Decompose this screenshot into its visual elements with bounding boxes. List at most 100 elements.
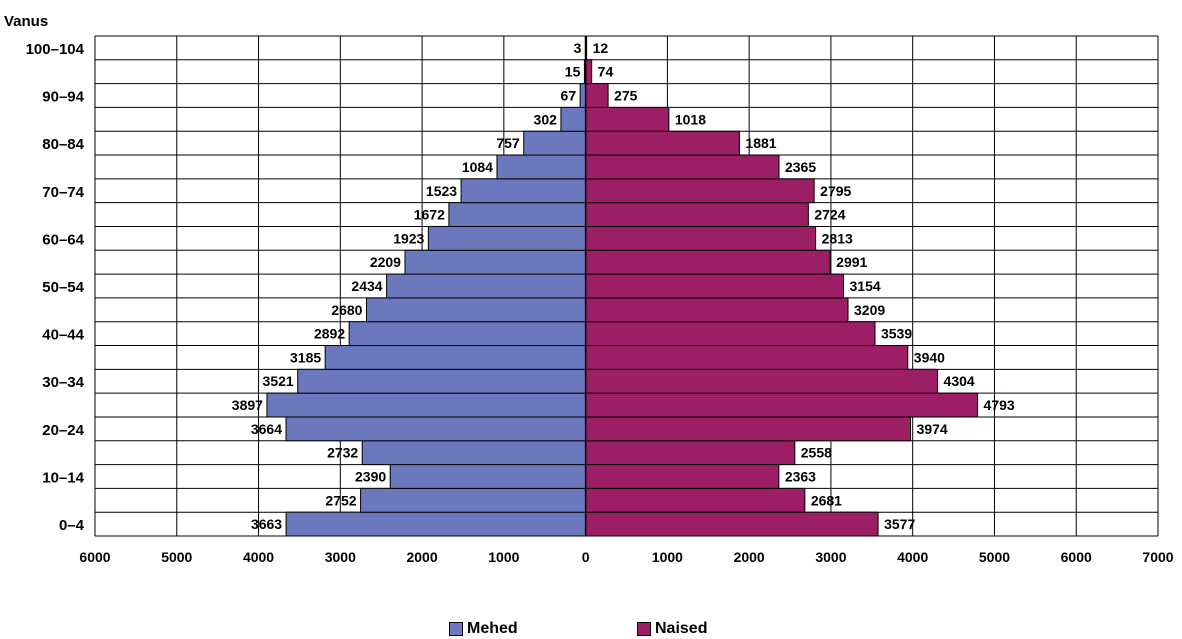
data-label-naised: 74: [598, 64, 614, 80]
y-tick-label: 50–54: [42, 279, 84, 296]
y-tick-label: 10–14: [42, 469, 84, 486]
y-tick-label: 70–74: [42, 184, 84, 201]
x-tick-label: 4000: [897, 549, 928, 565]
data-label-mehed: 2752: [325, 492, 356, 508]
y-tick-label: 100–104: [26, 41, 85, 58]
data-label-mehed: 757: [496, 135, 520, 151]
data-label-mehed: 1084: [462, 159, 493, 175]
x-tick-label: 2000: [406, 549, 437, 565]
data-label-naised: 3577: [884, 516, 915, 532]
bar-naised: [585, 297, 849, 323]
bar-mehed: [389, 464, 587, 489]
bar-mehed: [427, 225, 587, 251]
bar-naised: [585, 106, 670, 132]
bar-mehed: [285, 416, 587, 442]
bar-naised: [585, 464, 780, 489]
data-label-naised: 2681: [811, 492, 842, 508]
data-label-mehed: 2680: [331, 302, 362, 318]
data-label-naised: 3974: [917, 421, 948, 437]
bar-naised: [585, 154, 780, 180]
data-label-naised: 1881: [745, 135, 776, 151]
bar-mehed: [324, 345, 587, 370]
y-tick-labels: 0–4 10–14 20–24 30–34 40–44 50–54 60–64 70–74 80…: [26, 41, 85, 534]
data-label-naised: 3209: [854, 302, 885, 318]
bar-naised: [585, 225, 817, 251]
y-tick-label: 0–4: [59, 517, 85, 534]
x-tick-label: 6000: [79, 549, 110, 565]
data-label-mehed: 2390: [355, 468, 386, 484]
y-tick-label: 60–64: [42, 231, 84, 248]
y-tick-label: 90–94: [42, 89, 84, 106]
bar-mehed: [360, 487, 587, 513]
bar-naised: [585, 59, 593, 85]
bar-mehed: [460, 178, 587, 204]
data-label-mehed: 1923: [393, 230, 424, 246]
legend-swatch-naised: [637, 622, 651, 636]
data-label-naised: 3539: [881, 326, 912, 342]
bar-naised: [585, 345, 909, 370]
data-label-naised: 3154: [850, 278, 881, 294]
legend-swatch-mehed: [449, 622, 463, 636]
bar-mehed: [404, 249, 587, 275]
bar-mehed: [496, 154, 587, 180]
data-label-naised: 3940: [914, 349, 945, 365]
x-tick-label: 0: [582, 549, 590, 565]
bar-mehed: [266, 392, 587, 418]
data-label-mehed: 15: [565, 64, 581, 80]
bar-mehed: [297, 368, 587, 394]
x-tick-label: 2000: [734, 549, 765, 565]
x-tick-label: 7000: [1142, 549, 1173, 565]
data-labels: 3663 3577 2752 2681 2390 2363 2732 2558 3664 3974…: [232, 40, 1015, 532]
data-label-naised: 12: [593, 40, 609, 56]
data-label-mehed: 3185: [290, 349, 321, 365]
bar-mehed: [448, 202, 587, 227]
data-label-naised: 2558: [801, 445, 832, 461]
data-label-mehed: 3897: [232, 397, 263, 413]
bar-naised: [585, 130, 740, 156]
y-tick-label: 40–44: [42, 327, 84, 344]
x-tick-label: 1000: [652, 549, 683, 565]
data-label-mehed: 2434: [351, 278, 382, 294]
bar-naised: [585, 273, 845, 299]
bar-mehed: [285, 511, 587, 537]
x-tick-label: 4000: [243, 549, 274, 565]
bars: [266, 35, 979, 537]
bar-naised: [585, 416, 912, 442]
data-label-mehed: 3663: [251, 516, 282, 532]
data-label-naised: 2724: [814, 207, 845, 223]
data-label-naised: 275: [614, 88, 638, 104]
bar-naised: [585, 321, 876, 347]
data-label-naised: 4304: [944, 373, 975, 389]
data-label-naised: 4793: [984, 397, 1015, 413]
bar-naised: [585, 440, 796, 466]
data-label-mehed: 3521: [263, 373, 294, 389]
bar-mehed: [523, 130, 587, 156]
bar-naised: [585, 511, 879, 537]
bar-mehed: [361, 440, 587, 466]
bar-naised: [585, 392, 979, 418]
data-label-mehed: 1672: [414, 207, 445, 223]
x-tick-labels: 6000 5000 4000 3000 2000 1000 0 1000 2000 3000 400…: [79, 549, 1173, 565]
bar-naised: [585, 368, 939, 394]
y-tick-label: 20–24: [42, 422, 84, 439]
data-label-mehed: 2892: [314, 326, 345, 342]
x-tick-label: 3000: [815, 549, 846, 565]
bar-naised: [585, 487, 806, 513]
bar-mehed: [348, 321, 587, 347]
x-tick-label: 6000: [1061, 549, 1092, 565]
bar-naised: [585, 178, 815, 204]
bar-mehed: [579, 83, 587, 108]
bar-mehed: [365, 297, 587, 323]
x-tick-label: 1000: [488, 549, 519, 565]
data-label-mehed: 302: [534, 111, 558, 127]
y-tick-label: 30–34: [42, 374, 84, 391]
data-label-mehed: 2209: [370, 254, 401, 270]
data-label-naised: 2365: [785, 159, 816, 175]
y-axis-title: Vanus: [4, 13, 48, 30]
bar-mehed: [386, 273, 587, 299]
legend-naised: Naised: [637, 620, 707, 638]
y-tick-label: 80–84: [42, 136, 84, 153]
data-label-mehed: 67: [561, 88, 577, 104]
data-label-naised: 2363: [785, 468, 816, 484]
